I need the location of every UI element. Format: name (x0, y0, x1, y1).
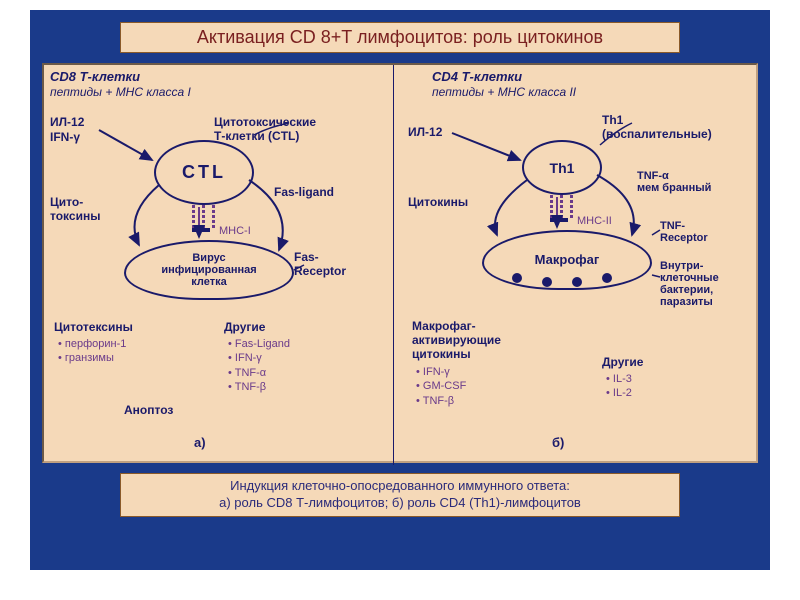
cd8-header: CD8 Т-клетки (50, 69, 140, 84)
title-box: Активация CD 8+T лимфоцитов: роль цитоки… (120, 22, 680, 53)
apoptosis-label: Аноптоз (124, 403, 173, 417)
cyto-list: перфорин-1 гранзимы (58, 337, 126, 366)
slide-container: Активация CD 8+T лимфоцитов: роль цитоки… (30, 10, 770, 570)
caption-box: Индукция клеточно-опосредованного иммунн… (120, 473, 680, 517)
panel-a-label: а) (194, 435, 206, 450)
macrophage-cell: Макрофаг (482, 230, 652, 290)
cytotoxins-hdr: Цитотексины (54, 320, 133, 334)
slide-title: Активация CD 8+T лимфоцитов: роль цитоки… (197, 27, 603, 47)
panel-b-label: б) (552, 435, 564, 450)
cd8-subheader: пептиды + MHC класса I (50, 85, 191, 99)
cd4-subheader: пептиды + MHC класса II (432, 85, 576, 99)
il12-label-b: ИЛ-12 (408, 125, 442, 139)
ctl-cell: CTL (154, 140, 254, 205)
il12-label-a: ИЛ-12 (50, 115, 84, 129)
cd4-header: CD4 Т-клетки (432, 69, 522, 84)
other-hdr-a: Другие (224, 320, 265, 334)
panel-a: CD8 Т-клетки пептиды + MHC класса I ИЛ-1… (44, 65, 394, 465)
other-list-a: Fas-Ligand IFN-γ TNF-α TNF-β (228, 337, 290, 394)
ctl-label: Цитотоксические Т-клетки (CTL) (214, 115, 364, 143)
fas-ligand-label: Fas-ligand (274, 185, 334, 199)
tnfa-label: TNF-α мем бранный (637, 170, 711, 194)
panel-b: CD4 Т-клетки пептиды + MHC класса II ИЛ-… (402, 65, 752, 465)
cytotoxins-label: Цито- токсины (50, 195, 100, 223)
tnf-receptor-label: TNF- Receptor (660, 220, 708, 244)
cytokines-label: Цитокины (408, 195, 468, 209)
fas-receptor-label: Fas- Receptor (294, 250, 346, 278)
caption-line2: а) роль CD8 Т-лимфоцитов; б) роль CD4 (T… (129, 495, 671, 512)
intracell-label: Внутри- клеточные бактерии, паразиты (660, 260, 719, 308)
other-hdr-b: Другие (602, 355, 643, 369)
ifng-label-a: IFN-γ (50, 130, 80, 144)
mac-hdr: Макрофаг- активирующие цитокины (412, 320, 501, 361)
diagram-box: CD8 Т-клетки пептиды + MHC класса I ИЛ-1… (42, 63, 758, 463)
th1-cell: Th1 (522, 140, 602, 195)
other-list-b: IL-3 IL-2 (606, 372, 632, 401)
caption-line1: Индукция клеточно-опосредованного иммунн… (129, 478, 671, 495)
infected-cell: Вирус инфицированная клетка (124, 240, 294, 300)
mhc2-label: MHC-II (577, 215, 612, 227)
mac-list: IFN-γ GM-CSF TNF-β (416, 365, 466, 408)
th1-label: Th1 (воспалительные) (602, 113, 712, 141)
mhc1-label: MHC-I (219, 225, 251, 237)
